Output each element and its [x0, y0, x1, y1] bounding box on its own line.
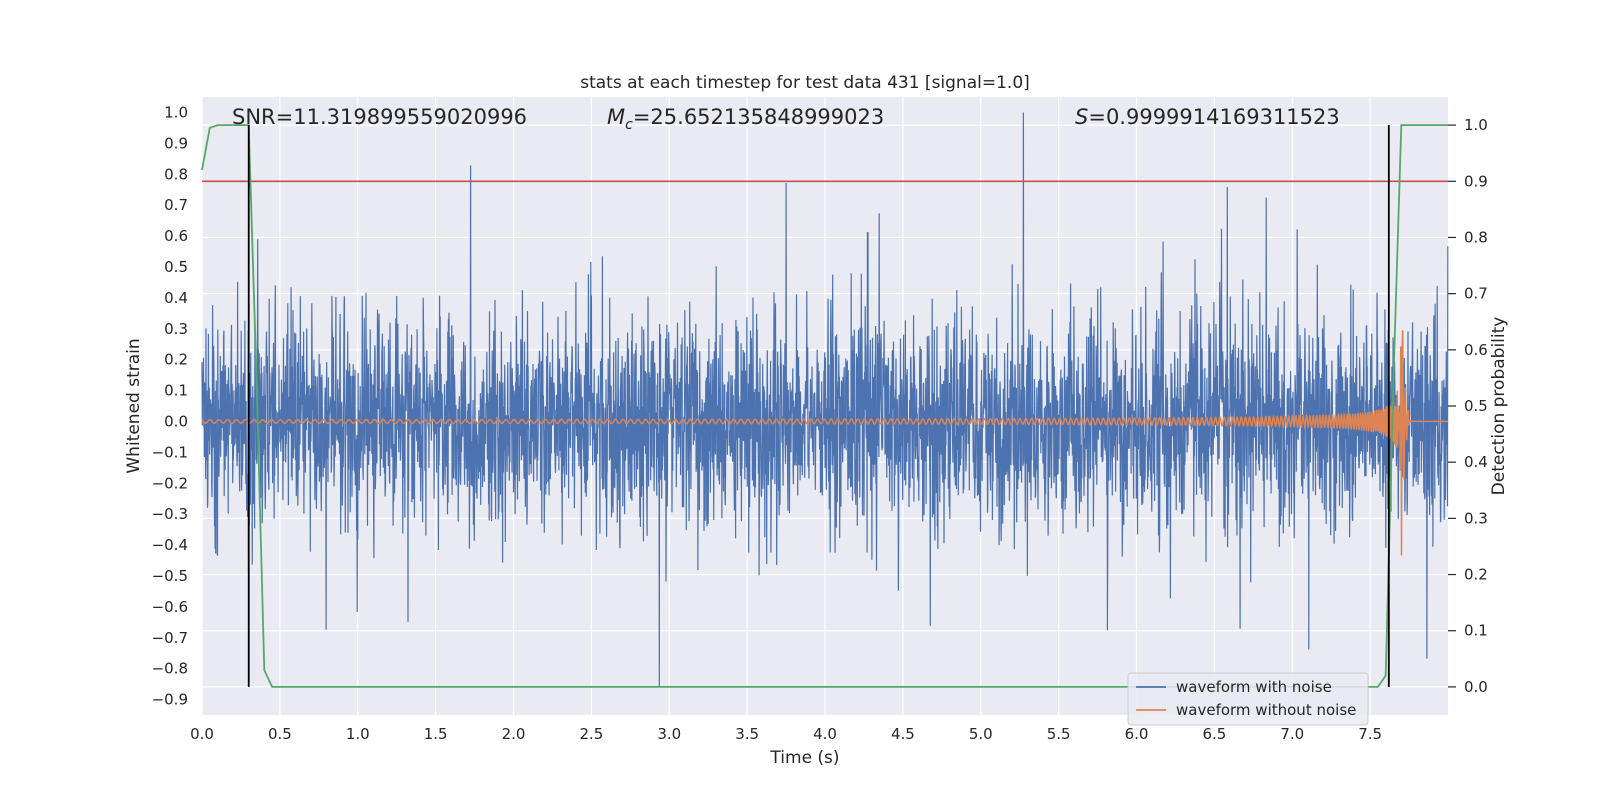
y-tick-label: 0.1 — [164, 382, 188, 400]
x-tick-label: 1.5 — [424, 725, 448, 743]
x-tick-label: 0.5 — [268, 725, 292, 743]
chart-title: stats at each timestep for test data 431… — [580, 73, 1030, 93]
x-tick-label: 4.0 — [813, 725, 837, 743]
x-tick-label: 1.0 — [346, 725, 370, 743]
y2-tick-label: 0.6 — [1464, 341, 1488, 359]
x-tick-label: 4.5 — [891, 725, 915, 743]
x-tick-label: 5.0 — [969, 725, 993, 743]
y2-tick-label: 1.0 — [1464, 116, 1488, 134]
traces — [201, 112, 1449, 688]
chirp-mass-annotation: Mc=25.652135848999023 — [607, 105, 884, 133]
y-tick-label: −0.2 — [152, 474, 188, 492]
y-tick-label: 1.0 — [164, 103, 188, 121]
y-tick-label: −0.9 — [152, 691, 188, 709]
y-tick-label: 0.7 — [164, 196, 188, 214]
y-tick-label: 0.3 — [164, 320, 188, 338]
axes: 0.0 0.5 1.0 1.5 2.0 2.5 3.0 3.5 4.0 4.5 5.0 5.5 6.0 6… — [152, 103, 1488, 743]
y-tick-label: −0.3 — [152, 505, 188, 523]
x-tick-label: 5.5 — [1047, 725, 1071, 743]
y-tick-label: −0.8 — [152, 660, 188, 678]
snr-annotation: SNR=11.319899559020996 — [232, 105, 527, 129]
x-tick-label: 6.5 — [1202, 725, 1226, 743]
y-tick-label: −0.6 — [152, 598, 188, 616]
y2-tick-label: 0.7 — [1464, 285, 1488, 303]
x-tick-label: 0.0 — [190, 725, 214, 743]
y2-tick-label: 0.2 — [1464, 566, 1488, 584]
y2-axis-label: Detection probability — [1489, 317, 1509, 496]
y-axis-label: Whitened strain — [124, 338, 144, 473]
y2-tick-label: 0.3 — [1464, 509, 1488, 527]
x-tick-label: 2.0 — [502, 725, 526, 743]
y-tick-label: 0.4 — [164, 289, 188, 307]
y-tick-label: −0.7 — [152, 629, 188, 647]
y2-tick-label: 0.0 — [1464, 678, 1488, 696]
y-tick-label: −0.5 — [152, 567, 188, 585]
y-tick-label: 0.0 — [164, 412, 188, 430]
legend-label-without-noise: waveform without noise — [1176, 701, 1356, 719]
score-annotation: S=0.9999914169311523 — [1075, 105, 1340, 129]
y2-tick-label: 0.1 — [1464, 622, 1488, 640]
x-tick-label: 3.0 — [657, 725, 681, 743]
y-tick-label: −0.4 — [152, 536, 188, 554]
y-tick-label: 0.5 — [164, 258, 188, 276]
x-tick-label: 3.5 — [735, 725, 759, 743]
x-tick-label: 7.5 — [1358, 725, 1382, 743]
y2-tick-label: 0.4 — [1464, 453, 1488, 471]
y2-tick-label: 0.8 — [1464, 228, 1488, 246]
series-waveform-without-noise — [201, 330, 1448, 556]
legend-box — [1127, 672, 1369, 726]
y2-tick-label: 0.5 — [1464, 397, 1488, 415]
y-tick-label: 0.2 — [164, 351, 188, 369]
legend: waveform with noise waveform without noi… — [1127, 672, 1369, 726]
x-tick-label: 6.0 — [1125, 725, 1149, 743]
x-axis-label: Time (s) — [769, 748, 839, 768]
x-tick-label: 2.5 — [579, 725, 603, 743]
y2-tick-label: 0.9 — [1464, 172, 1488, 190]
y-tick-label: 0.9 — [164, 134, 188, 152]
y-tick-label: 0.8 — [164, 165, 188, 183]
y-tick-label: −0.1 — [152, 443, 188, 461]
series-waveform-with-noise — [201, 112, 1449, 688]
x-tick-label: 7.0 — [1280, 725, 1304, 743]
y-tick-label: 0.6 — [164, 227, 188, 245]
series-detection-probability — [201, 124, 1448, 688]
legend-label-with-noise: waveform with noise — [1176, 678, 1332, 696]
